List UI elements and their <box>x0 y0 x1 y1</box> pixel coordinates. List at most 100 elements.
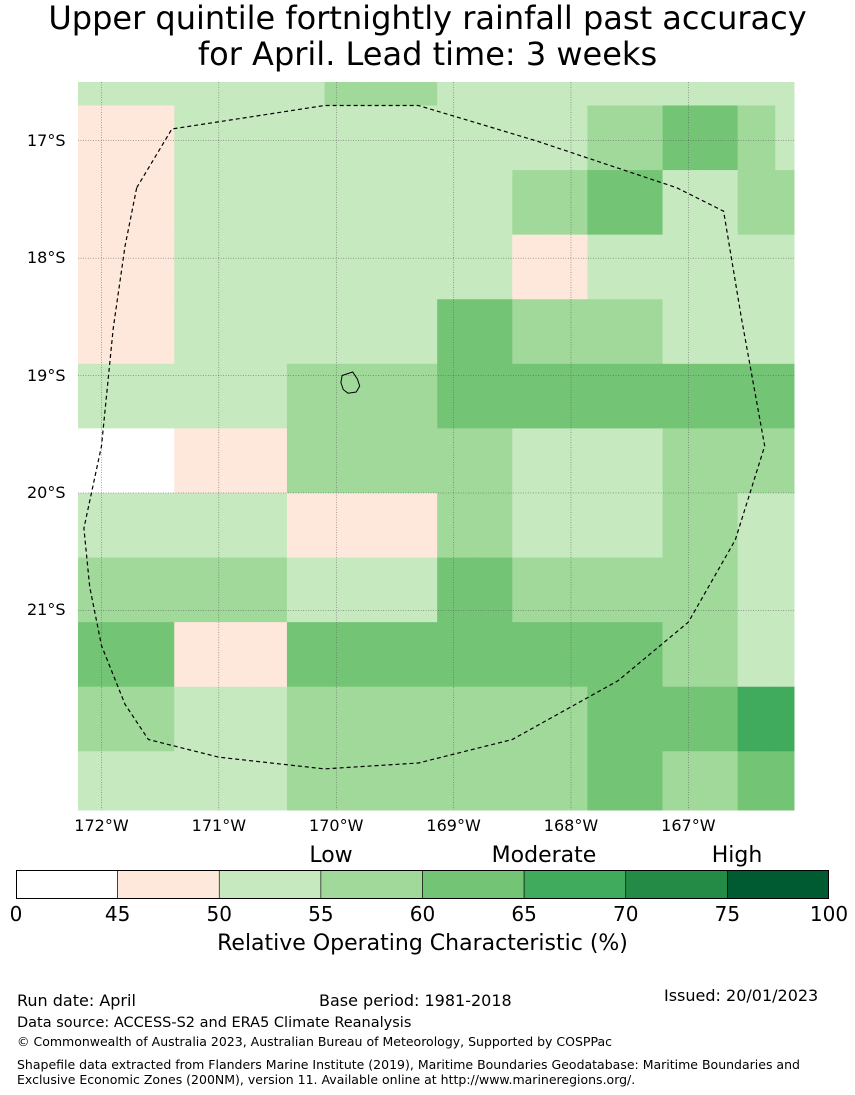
grid-cell <box>700 428 739 494</box>
grid-cell <box>512 751 551 811</box>
colorbar-segment <box>320 870 423 899</box>
grid-cell <box>700 299 739 365</box>
grid-cell <box>136 751 175 811</box>
grid-cell <box>512 622 551 688</box>
accuracy-grid-cells <box>78 82 795 811</box>
colorbar-tick-label: 75 <box>714 902 741 926</box>
grid-cell <box>437 105 476 171</box>
grid-cell <box>362 234 401 300</box>
grid-cell <box>174 428 213 494</box>
grid-cell <box>362 557 401 623</box>
grid-cell <box>587 686 626 752</box>
grid-cell <box>78 492 138 559</box>
grid-cell <box>775 686 795 752</box>
colorbar-frame <box>16 870 829 899</box>
grid-cell <box>624 299 664 365</box>
colorbar-segment <box>218 870 322 899</box>
grid-cell <box>624 686 664 752</box>
grid-cell <box>211 234 250 300</box>
grid-cell <box>775 622 795 688</box>
grid-cell <box>249 686 288 752</box>
grid-cell <box>549 105 588 171</box>
grid-cell <box>399 751 438 811</box>
grid-cell <box>474 557 513 623</box>
grid-cell <box>737 428 776 494</box>
grid-cell <box>775 105 795 171</box>
grid-cell <box>737 751 776 811</box>
longitude-tick-label: 168°W <box>543 816 599 835</box>
grid-cell <box>174 686 213 752</box>
grid-cell <box>437 299 476 365</box>
grid-cell <box>399 686 438 752</box>
grid-cell <box>737 363 776 429</box>
grid-cell <box>249 622 288 688</box>
grid-cell <box>624 82 664 106</box>
grid-cell <box>174 170 213 236</box>
grid-cell <box>775 428 795 494</box>
grid-cell <box>174 751 213 811</box>
grid-cell <box>587 622 626 688</box>
grid-cell <box>174 82 213 106</box>
colorbar-segment <box>523 870 627 899</box>
grid-cell <box>437 363 476 429</box>
longitude-tick-label: 170°W <box>309 816 364 835</box>
grid-cell <box>249 105 288 171</box>
grid-cell <box>324 622 363 688</box>
grid-cell <box>737 299 776 365</box>
grid-cell <box>362 363 401 429</box>
longitude-tick-label: 169°W <box>426 816 481 835</box>
grid-cell <box>662 363 701 429</box>
grid-cell <box>324 82 363 106</box>
grid-cell <box>399 492 438 559</box>
grid-cell <box>174 622 213 688</box>
grid-cell <box>136 82 175 106</box>
grid-cell <box>775 492 795 559</box>
latitude-tick-label: 17°S <box>27 130 66 150</box>
grid-cell <box>399 299 438 365</box>
grid-cell <box>78 363 138 429</box>
grid-cell <box>587 105 626 171</box>
grid-cell <box>549 622 588 688</box>
title-line-1: Upper quintile fortnightly rainfall past… <box>48 0 807 37</box>
grid-cell <box>78 299 138 365</box>
grid-cell <box>700 363 739 429</box>
grid-cell <box>399 363 438 429</box>
grid-cell <box>624 170 664 236</box>
grid-cell <box>211 105 250 171</box>
grid-cell <box>549 492 588 559</box>
grid-cell <box>286 105 325 171</box>
grid-cell <box>512 234 551 300</box>
colorbar-tick-label: 60 <box>409 902 436 926</box>
grid-cell <box>700 622 739 688</box>
grid-cell <box>362 492 401 559</box>
grid-cell <box>587 492 626 559</box>
colorbar-tick-label: 45 <box>104 902 131 926</box>
grid-cell <box>362 299 401 365</box>
grid-cell <box>78 557 138 623</box>
grid-cell <box>662 82 701 106</box>
grid-cell <box>286 234 325 300</box>
grid-cell <box>624 363 664 429</box>
grid-cell <box>437 234 476 300</box>
title-line-2: for April. Lead time: 3 weeks <box>197 35 658 73</box>
grid-cell <box>286 492 325 559</box>
grid-cell <box>474 622 513 688</box>
grid-cell <box>399 557 438 623</box>
grid-cell <box>474 751 513 811</box>
grid-cell <box>587 299 626 365</box>
grid-cell <box>249 299 288 365</box>
grid-cell <box>136 492 175 559</box>
grid-cell <box>549 428 588 494</box>
grid-cell <box>399 234 438 300</box>
grid-cell <box>249 363 288 429</box>
grid-cell <box>78 686 138 752</box>
grid-cell <box>249 234 288 300</box>
grid-cell <box>549 82 588 106</box>
copyright-notice: © Commonwealth of Australia 2023, Austra… <box>17 1034 612 1049</box>
grid-cell <box>362 686 401 752</box>
grid-cell <box>549 363 588 429</box>
grid-cell <box>324 686 363 752</box>
grid-cell <box>136 299 175 365</box>
grid-cell <box>662 622 701 688</box>
grid-cell <box>775 751 795 811</box>
